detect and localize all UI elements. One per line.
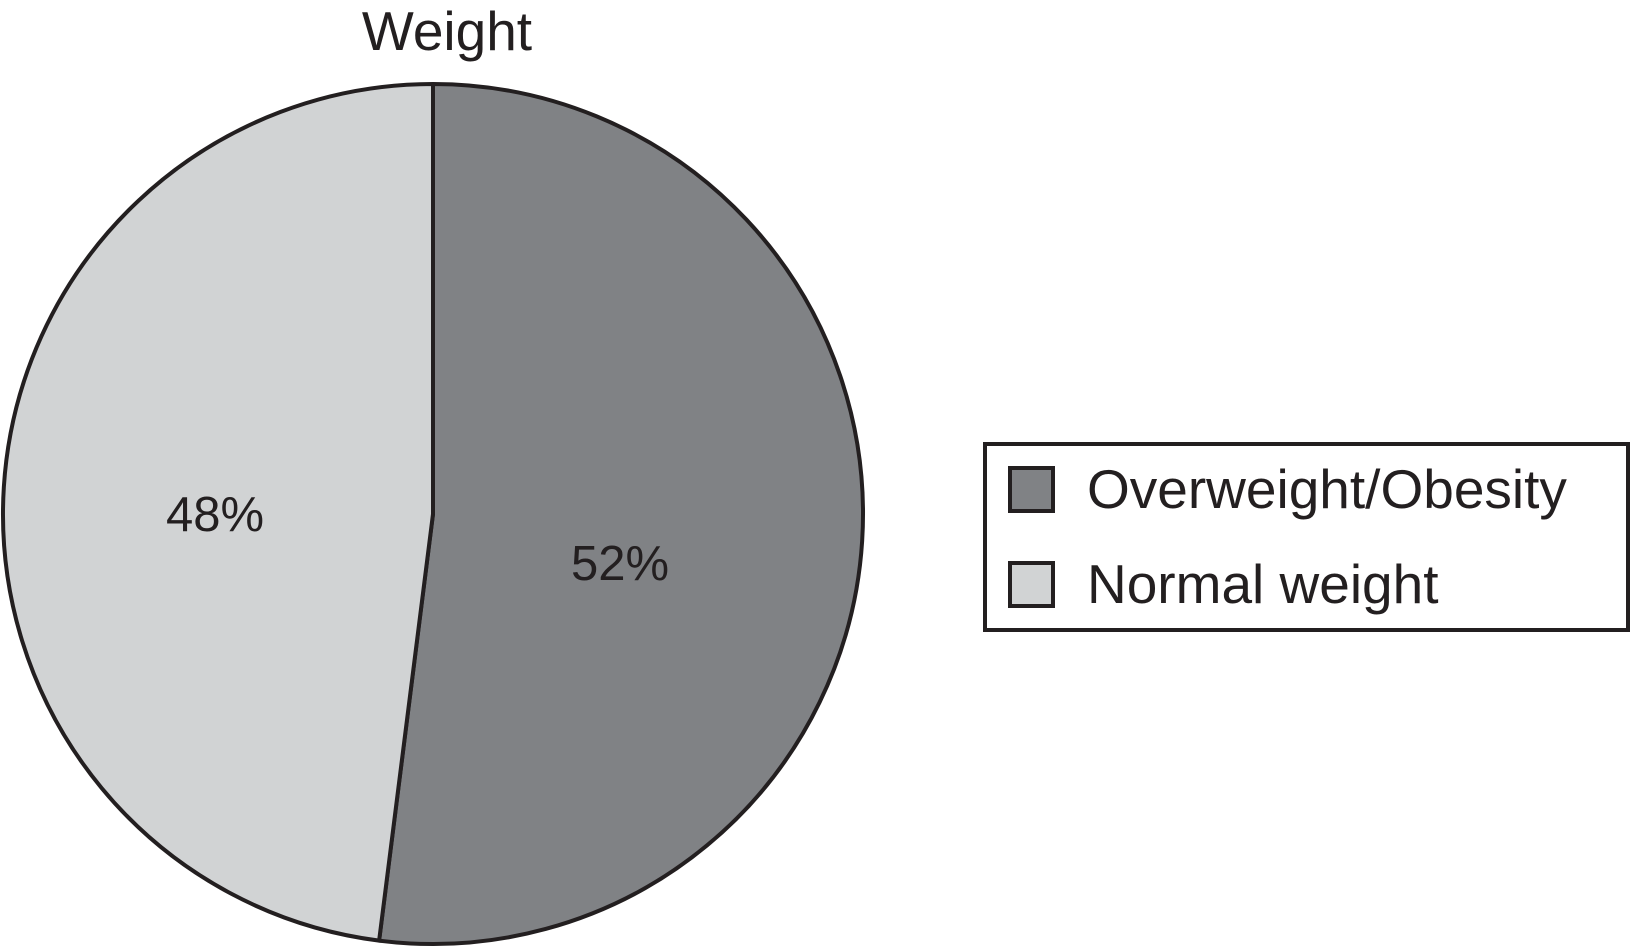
legend-swatch-overweight-obesity-icon — [1008, 466, 1055, 513]
slice-percent-label-overweight-obesity: 52% — [570, 537, 670, 591]
chart-title: Weight — [361, 0, 533, 62]
legend-label-normal-weight: Normal weight — [1087, 553, 1439, 615]
legend-swatch-normal-weight-icon — [1008, 561, 1055, 608]
legend-entry-overweight-obesity: Overweight/Obesity — [1008, 458, 1567, 520]
pie-slice-overweight-obesity — [377, 82, 865, 946]
legend-entry-normal-weight: Normal weight — [1008, 553, 1439, 615]
slice-percent-label-normal-weight: 48% — [165, 488, 265, 542]
pie-slice-normal-weight — [1, 82, 435, 943]
legend: Overweight/Obesity Normal weight — [983, 442, 1630, 632]
legend-label-overweight-obesity: Overweight/Obesity — [1087, 458, 1567, 520]
